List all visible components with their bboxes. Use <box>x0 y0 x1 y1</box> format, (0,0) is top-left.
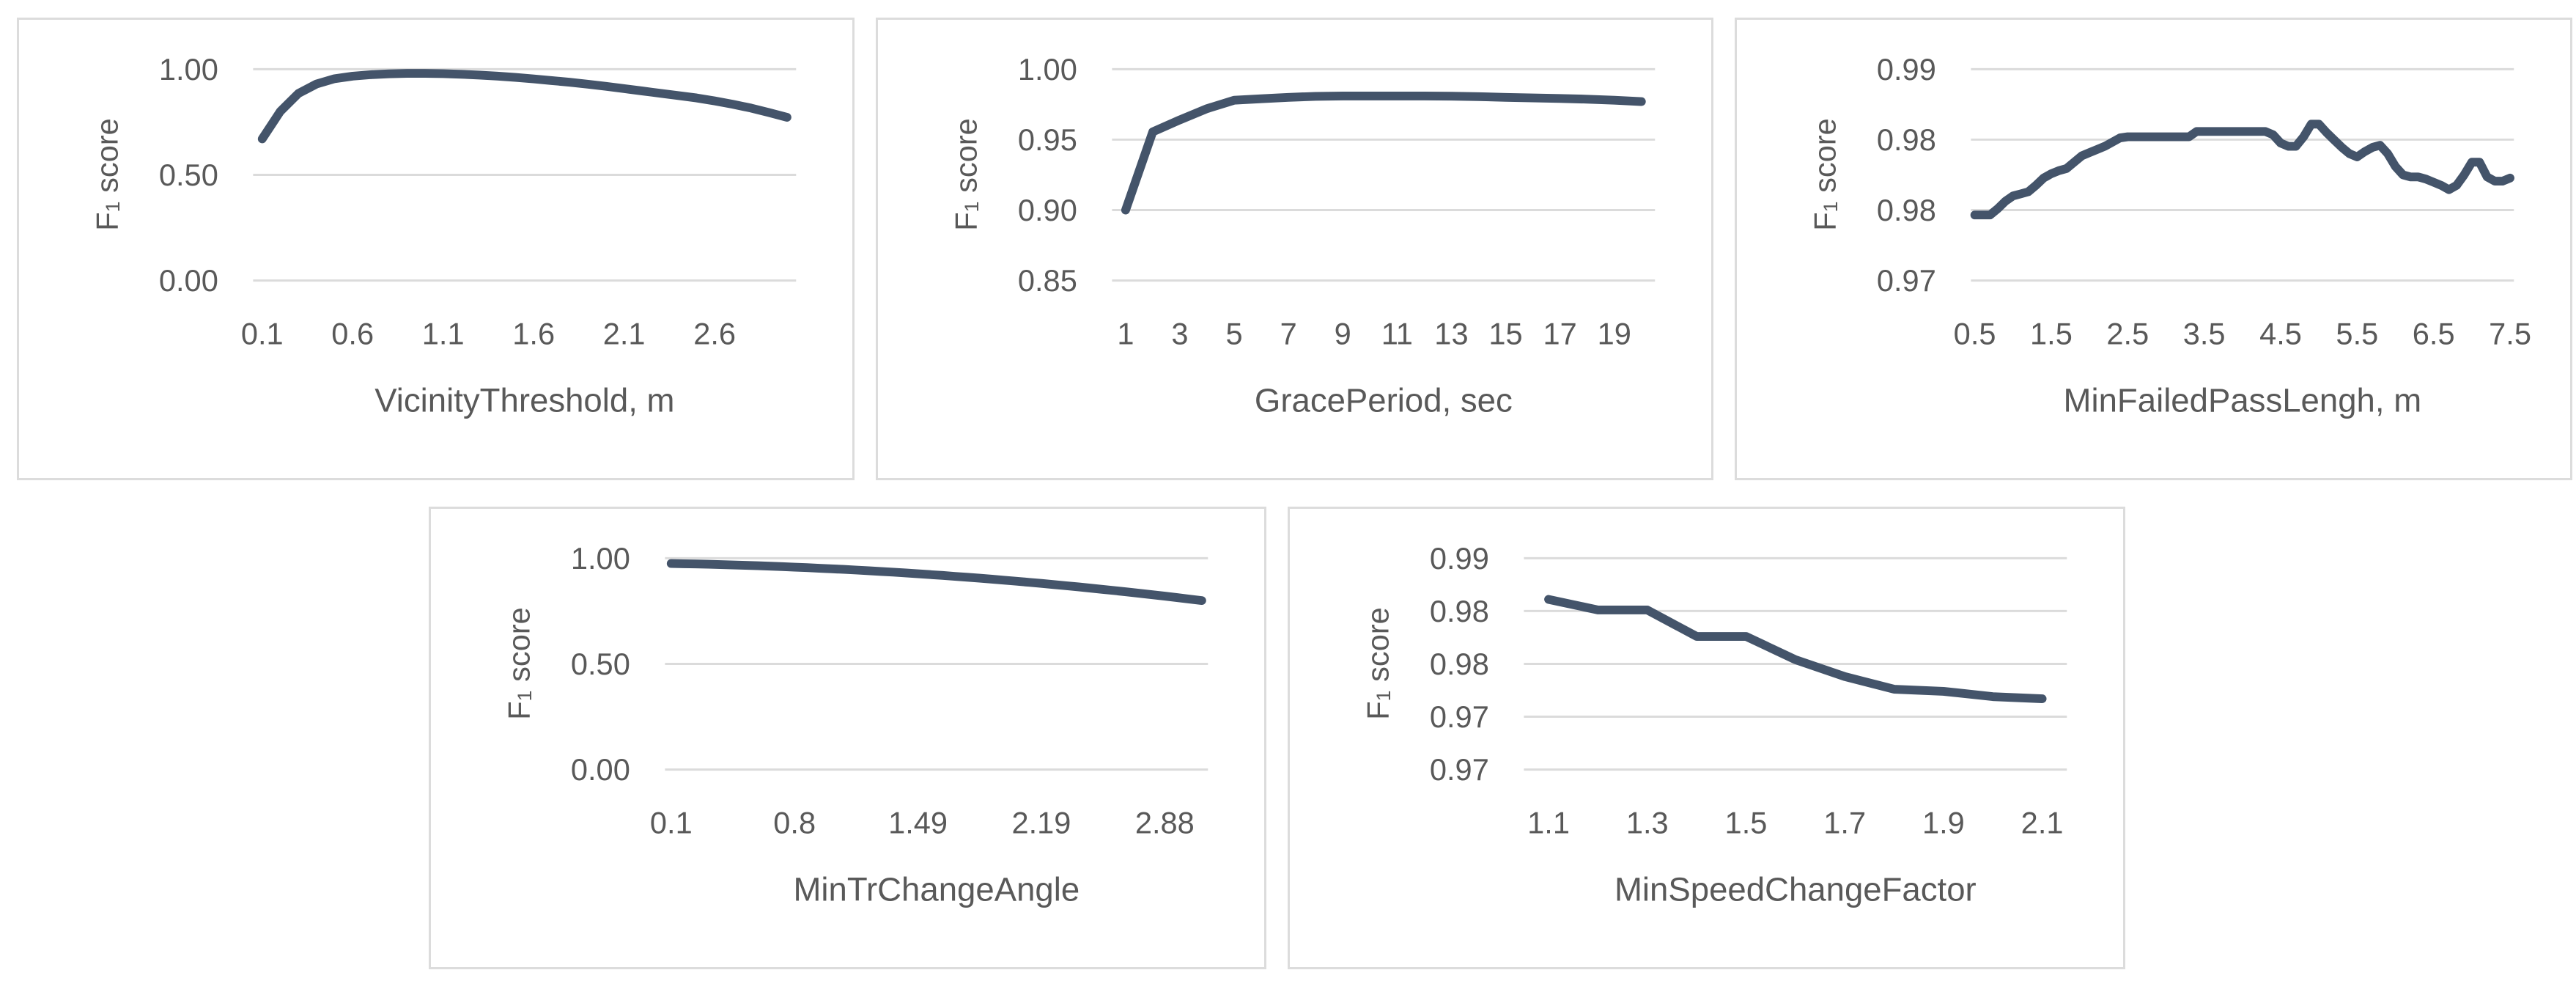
chart-panel-min-failed-pass-length: 0.99 0.98 0.98 0.97 0.5 1.5 2.5 3.5 4.5 5.5 6.5 7.5… <box>1735 18 2572 480</box>
x-tick-label: 0.8 <box>773 805 816 839</box>
x-tick-label: 0.1 <box>650 805 693 839</box>
y-tick-label: 0.98 <box>1877 193 1936 227</box>
y-tick-label: 0.00 <box>159 263 218 298</box>
x-axis-title: MinSpeedChangeFactor <box>1614 871 1977 908</box>
line-chart-min-tr-change-angle: 1.00 0.50 0.00 0.1 0.8 1.49 2.19 2.88 MinTrChang… <box>501 541 1208 908</box>
chart-panel-min-speed-change-factor: 0.99 0.98 0.98 0.97 0.97 1.1 1.3 1.5 1.7 1.9 2.1 Mi… <box>1288 507 2125 969</box>
y-tick-label: 1.00 <box>1018 52 1077 87</box>
y-tick-label: 0.50 <box>159 158 218 192</box>
x-tick-label: 2.88 <box>1135 805 1195 839</box>
line-chart-min-speed-change-factor: 0.99 0.98 0.98 0.97 0.97 1.1 1.3 1.5 1.7 1.9 2.1 Mi… <box>1360 541 2067 908</box>
x-tick-label: 9 <box>1335 316 1351 350</box>
y-tick-label: 0.99 <box>1877 52 1936 87</box>
y-tick-label: 0.99 <box>1430 541 1489 576</box>
x-tick-label: 7.5 <box>2489 316 2531 350</box>
x-tick-label: 5.5 <box>2336 316 2378 350</box>
x-tick-label: 17 <box>1543 316 1576 350</box>
x-axis-title: GracePeriod, sec <box>1255 382 1513 419</box>
y-tick-label: 0.97 <box>1430 699 1489 734</box>
x-tick-label: 6.5 <box>2413 316 2455 350</box>
y-tick-label: 0.97 <box>1430 752 1489 787</box>
line-chart-min-failed-pass-length: 0.99 0.98 0.98 0.97 0.5 1.5 2.5 3.5 4.5 5.5 6.5 7.5… <box>1807 52 2531 419</box>
y-tick-label: 0.90 <box>1018 193 1077 227</box>
x-tick-label: 3.5 <box>2183 316 2226 350</box>
y-tick-label: 0.98 <box>1430 647 1489 681</box>
series-line <box>666 559 1206 606</box>
y-axis-title: F1 score <box>1360 607 1395 720</box>
x-tick-label: 1.5 <box>1725 805 1768 839</box>
x-tick-label: 1.7 <box>1823 805 1866 839</box>
x-tick-label: 1.9 <box>1922 805 1965 839</box>
x-axis-title: MinFailedPassLengh, m <box>2064 382 2422 419</box>
y-axis-title: F1 score <box>948 118 983 231</box>
x-tick-label: 13 <box>1434 316 1468 350</box>
y-axis-title: F1 score <box>1807 118 1842 231</box>
series-line <box>257 69 791 144</box>
y-tick-label: 0.50 <box>571 647 630 681</box>
series-line <box>1121 91 1646 215</box>
y-tick-label: 0.85 <box>1018 263 1077 298</box>
x-tick-label: 2.19 <box>1011 805 1071 839</box>
x-tick-label: 1.49 <box>888 805 948 839</box>
x-tick-label: 2.1 <box>603 316 646 350</box>
series-line <box>1544 595 2047 703</box>
y-tick-label: 0.98 <box>1430 594 1489 628</box>
x-tick-label: 1 <box>1117 316 1134 350</box>
y-tick-label: 0.95 <box>1018 122 1077 157</box>
x-tick-label: 7 <box>1280 316 1297 350</box>
x-tick-label: 2.6 <box>693 316 736 350</box>
x-tick-label: 15 <box>1488 316 1522 350</box>
series-line <box>1970 120 2514 220</box>
x-axis-title: MinTrChangeAngle <box>793 871 1080 908</box>
x-tick-label: 0.1 <box>241 316 284 350</box>
x-tick-label: 19 <box>1598 316 1631 350</box>
x-tick-label: 4.5 <box>2259 316 2302 350</box>
y-tick-label: 0.98 <box>1877 122 1936 157</box>
x-tick-label: 1.1 <box>1527 805 1570 839</box>
x-tick-label: 1.1 <box>422 316 465 350</box>
x-tick-label: 1.6 <box>512 316 555 350</box>
line-chart-vicinity-threshold: 1.00 0.50 0.00 0.1 0.6 1.1 1.6 2.1 2.6 VicinityTh… <box>89 52 797 419</box>
x-tick-label: 3 <box>1171 316 1188 350</box>
x-tick-label: 2.1 <box>2021 805 2064 839</box>
x-tick-label: 1.3 <box>1626 805 1669 839</box>
x-tick-label: 1.5 <box>2030 316 2073 350</box>
x-tick-label: 5 <box>1226 316 1243 350</box>
x-tick-label: 0.6 <box>331 316 374 350</box>
chart-panel-vicinity-threshold: 1.00 0.50 0.00 0.1 0.6 1.1 1.6 2.1 2.6 VicinityTh… <box>17 18 855 480</box>
y-axis-title: F1 score <box>501 607 536 720</box>
chart-panel-grace-period: 1.00 0.95 0.90 0.85 1 3 5 7 9 11 13 15 17 19 GracePeri… <box>876 18 1713 480</box>
y-tick-label: 0.00 <box>571 752 630 787</box>
chart-panel-min-tr-change-angle: 1.00 0.50 0.00 0.1 0.8 1.49 2.19 2.88 MinTrChang… <box>429 507 1266 969</box>
y-tick-label: 0.97 <box>1877 263 1936 298</box>
y-axis-title: F1 score <box>89 118 124 231</box>
x-axis-title: VicinityThreshold, m <box>374 382 674 419</box>
y-tick-label: 1.00 <box>571 541 630 576</box>
y-tick-label: 1.00 <box>159 52 218 87</box>
x-tick-label: 0.5 <box>1954 316 1996 350</box>
line-chart-grace-period: 1.000.950.900.851 3 5 7 9 11 13 15 17 19GracePeri… <box>948 52 1656 419</box>
x-tick-label: 2.5 <box>2106 316 2149 350</box>
x-tick-label: 11 <box>1381 316 1413 350</box>
